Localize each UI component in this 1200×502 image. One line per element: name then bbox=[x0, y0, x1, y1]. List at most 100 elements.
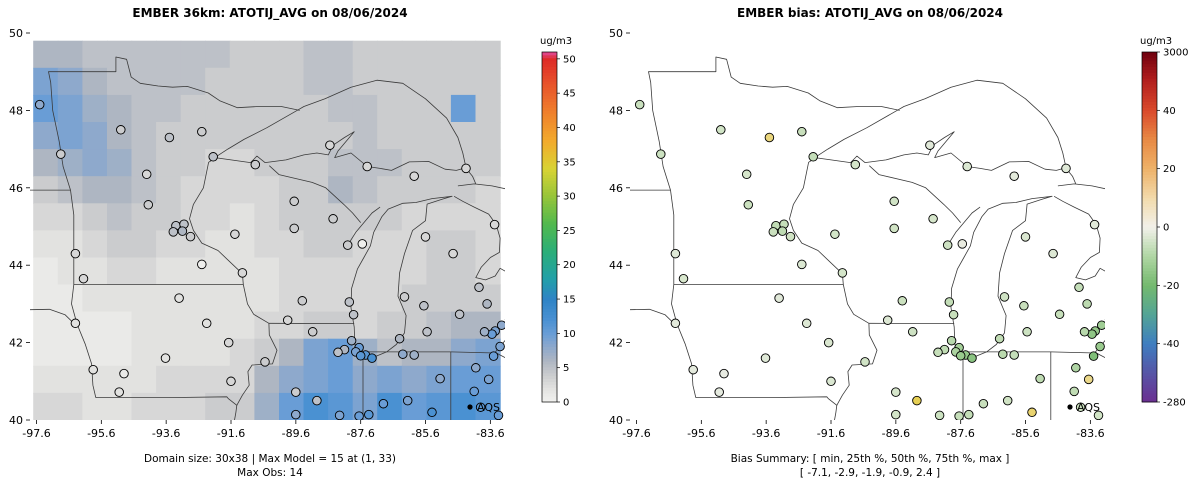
raster-cell bbox=[107, 338, 133, 367]
colorbar-unit-label: ug/m3 bbox=[540, 36, 572, 47]
x-tick-label: -83.6 bbox=[1076, 427, 1104, 440]
lake-outline bbox=[814, 79, 1067, 171]
obs-point bbox=[808, 152, 818, 162]
colorbar-segment bbox=[542, 267, 557, 272]
colorbar-segment bbox=[1142, 52, 1157, 56]
obs-point bbox=[475, 402, 486, 412]
colorbar-segment bbox=[1142, 81, 1157, 85]
obs-point bbox=[1019, 301, 1029, 311]
raster-cell bbox=[82, 149, 108, 177]
raster-cell bbox=[131, 176, 157, 204]
raster-cell bbox=[352, 40, 378, 69]
colorbar-segment bbox=[1142, 358, 1157, 362]
colorbar-segment bbox=[1142, 247, 1157, 251]
y-tick-label: 48 bbox=[609, 104, 623, 117]
raster-cell bbox=[377, 176, 403, 204]
raster-cell bbox=[180, 149, 206, 177]
colorbar: 3000 40 20 0 -20 -40 -280 ug/m3 bbox=[1140, 36, 1188, 409]
raster-cell bbox=[156, 365, 182, 394]
colorbar-segment bbox=[542, 183, 557, 187]
colorbar-segment bbox=[1142, 291, 1157, 295]
x-tick-label: -87.6 bbox=[946, 427, 974, 440]
obs-point bbox=[978, 398, 989, 409]
raster-cell bbox=[57, 338, 83, 367]
obs-point bbox=[1027, 407, 1037, 418]
raster-cell bbox=[303, 203, 329, 231]
raster-cell bbox=[352, 67, 378, 96]
obs-point bbox=[907, 327, 918, 337]
raster-cell bbox=[450, 122, 477, 150]
obs-point bbox=[398, 349, 408, 359]
raster-cell bbox=[426, 230, 452, 259]
raster-cell bbox=[131, 230, 157, 259]
colorbar-segment bbox=[542, 136, 557, 140]
colorbar-segment bbox=[1142, 317, 1157, 321]
obs-point bbox=[143, 200, 154, 210]
colorbar-segment bbox=[542, 171, 557, 175]
raster-cell bbox=[82, 338, 108, 367]
colorbar-segment bbox=[542, 291, 557, 295]
colorbar-segment bbox=[542, 113, 557, 117]
colorbar-segment bbox=[1142, 215, 1157, 219]
obs-point bbox=[934, 410, 945, 420]
obs-point bbox=[962, 161, 972, 172]
obs-point bbox=[933, 347, 943, 358]
colorbar-segment bbox=[1142, 262, 1157, 266]
obs-point bbox=[944, 297, 955, 307]
obs-point bbox=[826, 376, 836, 387]
obs-point bbox=[88, 364, 98, 375]
colorbar-segment bbox=[1142, 87, 1157, 91]
raster-cell bbox=[33, 149, 59, 177]
obs-point bbox=[325, 140, 335, 150]
colorbar-segment bbox=[542, 151, 557, 155]
colorbar-segment bbox=[542, 262, 557, 266]
colorbar-segment bbox=[542, 145, 557, 149]
obs-point bbox=[764, 132, 775, 143]
raster-cell bbox=[254, 94, 280, 123]
colorbar-segment bbox=[542, 393, 557, 397]
bias-footer-line1: Bias Summary: [ min, 25th %, 50th %, 75t… bbox=[730, 453, 1010, 465]
raster-cell bbox=[180, 40, 206, 69]
obs-point bbox=[56, 149, 66, 159]
raster-cell bbox=[131, 311, 157, 340]
raster-cell bbox=[377, 257, 403, 286]
raster-cell bbox=[401, 257, 427, 286]
colorbar-segment bbox=[1142, 203, 1157, 207]
obs-point bbox=[670, 318, 681, 329]
obs-point bbox=[634, 99, 645, 110]
colorbar-segment bbox=[1142, 168, 1157, 172]
colorbar-tick-label: 5 bbox=[563, 363, 569, 374]
raster-cell bbox=[180, 365, 206, 394]
raster-cell bbox=[426, 338, 452, 367]
raster-cell bbox=[156, 392, 182, 420]
state-border bbox=[869, 165, 962, 223]
raster-cell bbox=[426, 149, 452, 177]
colorbar-segment bbox=[1142, 177, 1157, 181]
raster-cell bbox=[107, 176, 133, 204]
raster-cell bbox=[205, 365, 231, 394]
colorbar-segment bbox=[542, 276, 557, 280]
colorbar-segment bbox=[542, 352, 557, 356]
colorbar-segment bbox=[1142, 355, 1157, 359]
colorbar-segment bbox=[1142, 329, 1157, 333]
colorbar-segment bbox=[1142, 375, 1157, 380]
colorbar-segment bbox=[542, 139, 557, 143]
colorbar-segment bbox=[542, 238, 557, 242]
colorbar-segment bbox=[542, 250, 557, 254]
colorbar-segment bbox=[542, 197, 557, 202]
raster-cell bbox=[107, 94, 133, 123]
colorbar-segment bbox=[542, 317, 557, 321]
colorbar-segment bbox=[1142, 63, 1157, 67]
colorbar-segment bbox=[1142, 378, 1157, 382]
raster-cell bbox=[377, 149, 403, 177]
raster-cell bbox=[229, 203, 255, 231]
state-border bbox=[189, 158, 278, 406]
obs-point bbox=[999, 292, 1010, 302]
colorbar-segment bbox=[542, 349, 557, 353]
bias-panel: -97.6 -95.6 -93.6 -91.6 -89.6 -87.6 -85.6 -83.6… bbox=[600, 0, 1200, 502]
obs-point bbox=[850, 159, 861, 170]
raster-cell bbox=[475, 67, 501, 96]
obs-point bbox=[1061, 163, 1071, 174]
colorbar-segment bbox=[1142, 174, 1157, 178]
colorbar-segment bbox=[542, 332, 557, 336]
